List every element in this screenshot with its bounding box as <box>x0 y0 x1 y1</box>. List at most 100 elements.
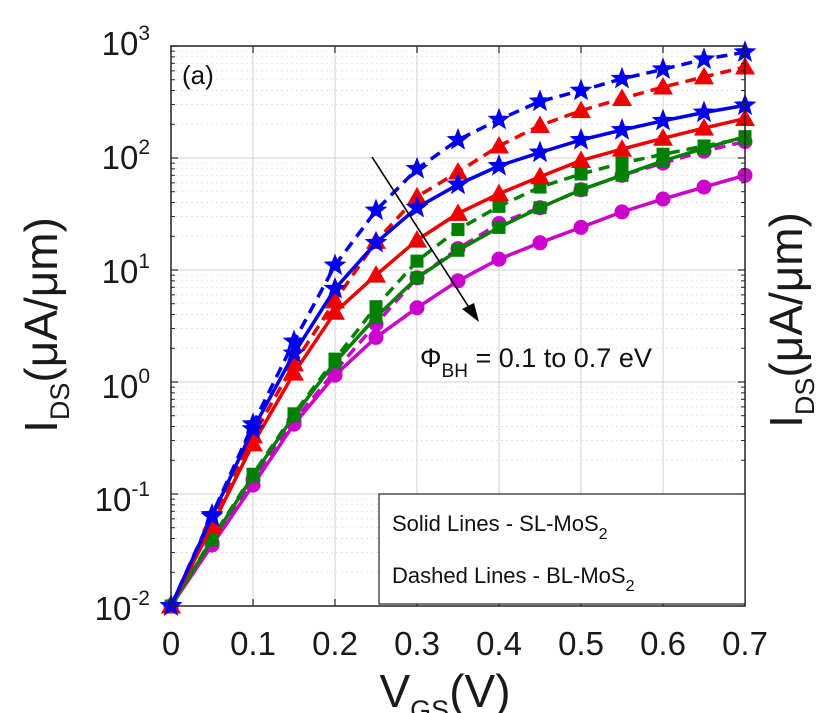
data-point <box>532 235 548 251</box>
data-point <box>489 135 509 154</box>
data-point <box>448 161 468 180</box>
data-point <box>571 100 591 119</box>
x-tick-label: 0.3 <box>394 625 440 662</box>
data-point <box>653 77 673 95</box>
data-point <box>528 89 552 112</box>
data-point <box>487 153 511 176</box>
legend-box <box>378 493 746 605</box>
data-point <box>282 341 306 364</box>
legend: Solid Lines - SL-MoS2 Dashed Lines - BL-… <box>378 493 746 605</box>
data-point <box>696 179 712 195</box>
legend-entry-solid: Solid Lines - SL-MoS2 <box>392 511 608 543</box>
x-tick-label: 0.6 <box>640 625 686 662</box>
data-point <box>651 57 675 79</box>
y-axis-label: IDS(μA/μm) <box>15 217 75 433</box>
y-tick-label: 101 <box>102 250 150 290</box>
data-point <box>655 191 671 207</box>
x-tick-label: 0.4 <box>476 625 522 662</box>
data-point <box>407 186 427 205</box>
data-point <box>491 251 507 267</box>
data-point <box>489 183 509 202</box>
x-tick-label: 0.7 <box>722 625 768 662</box>
data-point <box>573 219 589 235</box>
data-point <box>410 271 424 285</box>
data-point <box>323 276 347 299</box>
data-point <box>651 108 675 131</box>
y-tick-label: 102 <box>102 136 150 176</box>
data-point <box>451 222 465 236</box>
panel-label: (a) <box>182 60 214 90</box>
data-point <box>407 230 427 248</box>
series-line <box>169 50 746 607</box>
data-point <box>528 140 552 163</box>
data-point <box>405 195 429 218</box>
data-point <box>364 230 388 253</box>
barrier-height-annotation: ΦBH = 0.1 to 0.7 eV <box>420 343 652 382</box>
data-point <box>615 168 629 182</box>
data-point <box>410 254 424 268</box>
y-tick-label: 10-1 <box>95 478 150 518</box>
data-point <box>323 253 347 276</box>
data-point <box>530 166 550 185</box>
data-point <box>612 139 632 157</box>
data-point <box>656 147 670 161</box>
y-tick-label: 100 <box>102 365 150 405</box>
trend-arrow <box>371 156 479 322</box>
data-point <box>369 310 383 324</box>
data-point <box>446 127 470 150</box>
data-point <box>653 128 673 146</box>
data-point <box>368 329 384 345</box>
data-point <box>569 78 593 101</box>
plot-frame <box>170 45 746 607</box>
data-point <box>405 156 429 179</box>
data-point <box>287 407 301 421</box>
x-tick-label: 0.2 <box>312 625 358 662</box>
data-point <box>325 290 345 309</box>
data-point <box>369 300 383 314</box>
data-point <box>492 199 506 213</box>
y-tick-label: 103 <box>102 22 150 62</box>
data-point <box>569 127 593 150</box>
data-point <box>200 503 224 525</box>
data-point <box>446 172 470 195</box>
data-point <box>246 467 260 481</box>
data-point <box>448 203 468 221</box>
data-point <box>692 100 716 123</box>
x-tick-label: 0.5 <box>558 625 604 662</box>
data-point <box>694 66 714 85</box>
legend-entry-dashed: Dashed Lines - BL-MoS2 <box>392 563 635 595</box>
data-point <box>694 118 714 136</box>
data-point <box>615 156 629 170</box>
data-point <box>366 265 386 283</box>
series-layer <box>159 40 757 616</box>
data-point <box>284 353 304 372</box>
data-point <box>614 204 630 220</box>
data-point <box>487 107 511 130</box>
data-point <box>364 198 388 221</box>
data-point <box>612 88 632 106</box>
y-tick-label: 10-2 <box>95 587 150 627</box>
y-tick-labels: 10-2 10-1 100 101 102 103 <box>95 22 150 627</box>
data-point <box>492 220 506 234</box>
data-point <box>241 412 265 434</box>
x-axis-label: VGS(V) <box>379 665 510 713</box>
data-point <box>692 47 716 70</box>
data-point <box>574 167 588 181</box>
x-tick-label: 0 <box>162 625 180 662</box>
data-point <box>571 150 591 168</box>
data-point <box>284 363 304 381</box>
data-point <box>530 115 550 134</box>
data-point <box>574 183 588 197</box>
x-tick-labels: 0 0.1 0.2 0.3 0.4 0.5 0.6 0.7 <box>162 625 768 662</box>
data-point <box>697 139 711 153</box>
data-point <box>282 329 306 352</box>
data-point <box>325 302 345 320</box>
data-point <box>451 243 465 257</box>
data-point <box>610 118 634 140</box>
x-tick-label: 0.1 <box>230 625 276 662</box>
y-axis-label-right: IDS(μA/μm) <box>760 212 817 428</box>
data-point <box>610 66 634 89</box>
data-point <box>533 201 547 215</box>
data-point <box>409 300 425 316</box>
